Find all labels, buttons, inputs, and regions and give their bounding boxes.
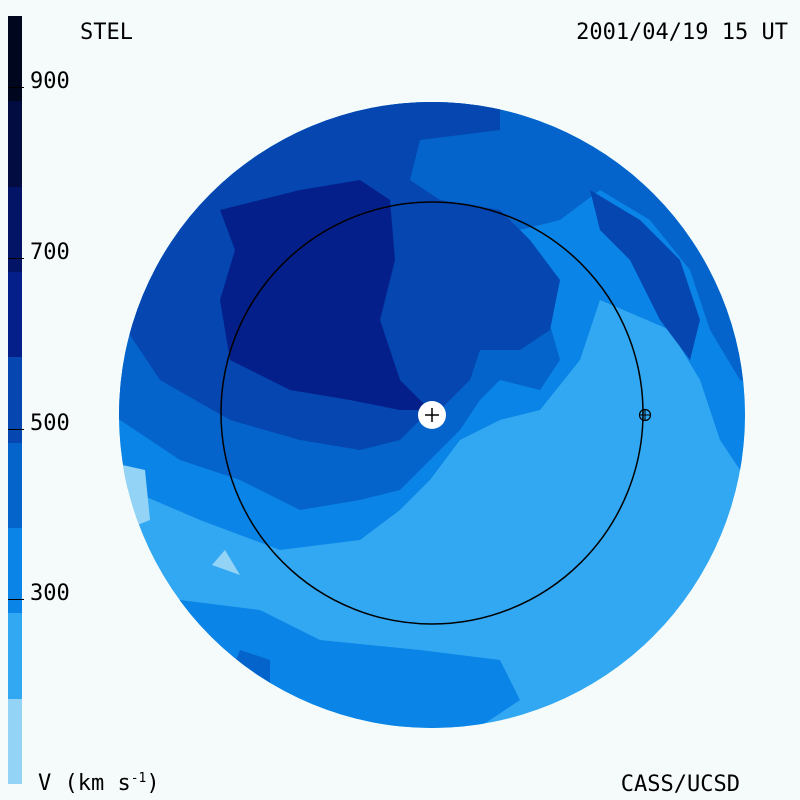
- source-label: STEL: [80, 20, 133, 45]
- colorbar-tick: [8, 258, 24, 259]
- colorbar-tick-label: 300: [30, 581, 70, 607]
- colorbar-tick-label: 900: [30, 69, 70, 95]
- date-time-label: 2001/04/19 15 UT: [576, 20, 788, 45]
- colorbar-band: [8, 442, 22, 528]
- colorbar-band: [8, 186, 22, 272]
- earth-circle-plus-icon: [638, 408, 652, 422]
- colorbar-tick: [8, 428, 24, 430]
- colorbar-band: [8, 16, 22, 102]
- colorbar-title-text: V (km s: [38, 771, 131, 796]
- credit-label: CASS/UCSD: [620, 772, 740, 797]
- colorbar-tick-label: 500: [30, 410, 70, 436]
- colorbar-band: [8, 357, 22, 443]
- earth-orbit-ring: [220, 201, 644, 625]
- colorbar-band: [8, 698, 22, 784]
- colorbar-band: [8, 101, 22, 187]
- colorbar-tick: [8, 87, 24, 89]
- colorbar-title-exponent: -1: [130, 771, 147, 786]
- colorbar: [8, 16, 22, 784]
- velocity-contours: [119, 102, 745, 728]
- colorbar-band: [8, 272, 22, 358]
- colorbar-tick-label: 700: [30, 240, 70, 265]
- sun-center-plus-icon: [418, 401, 446, 429]
- colorbar-title-end: ): [146, 771, 160, 796]
- colorbar-tick: [8, 599, 24, 601]
- colorbar-band: [8, 613, 22, 699]
- colorbar-band: [8, 528, 22, 614]
- colorbar-title: V (km s-1): [38, 772, 160, 795]
